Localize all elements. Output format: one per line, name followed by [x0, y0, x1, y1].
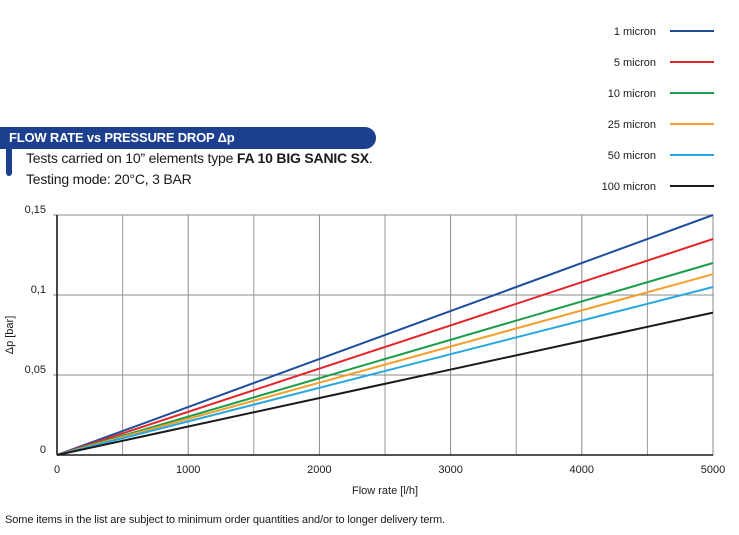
x-tick-label: 2000 — [307, 464, 331, 476]
test-conditions-suffix: . — [368, 150, 373, 166]
test-conditions-prefix: Tests carried on 10” elements type — [26, 150, 237, 166]
footnote: Some items in the list are subject to mi… — [5, 514, 445, 526]
legend-label: 50 micron — [608, 150, 656, 162]
series-line — [56, 238, 714, 456]
legend-label: 5 micron — [614, 57, 656, 69]
x-tick-label: 5000 — [701, 464, 725, 476]
series-line — [56, 214, 714, 456]
series-line — [56, 311, 714, 456]
x-tick-label: 0 — [54, 464, 60, 476]
chart-axes — [56, 215, 713, 456]
element-type: FA 10 BIG SANIC SX — [236, 150, 369, 166]
legend-label: 100 micron — [602, 181, 656, 193]
series-line — [56, 286, 714, 456]
chart-title-bar: FLOW RATE vs PRESSURE DROP Δp — [0, 127, 376, 149]
x-tick-label: 4000 — [570, 464, 594, 476]
y-tick-label: 0 — [40, 444, 46, 456]
series-line — [56, 273, 714, 456]
x-tick-label: 1000 — [176, 464, 200, 476]
x-axis-title: Flow rate [l/h] — [352, 485, 418, 497]
y-tick-label: 0,1 — [31, 284, 46, 296]
pressure-drop-chart: 1 micron 5 micron 10 micron 25 micron 50 mic… — [4, 26, 725, 497]
chart-legend: 1 micron 5 micron 10 micron 25 micron 50 mic… — [602, 26, 714, 193]
chart-axis-labels: 0 1000 2000 3000 4000 5000 0 0,05 0,1 0,15 Flow ra… — [4, 204, 725, 497]
chart-series — [56, 214, 714, 456]
testing-mode-line: Testing mode: 20°C, 3 BAR — [26, 171, 192, 187]
y-tick-label: 0,15 — [25, 204, 46, 216]
chart-grid — [53, 214, 714, 456]
y-tick-label: 0,05 — [25, 364, 46, 376]
y-axis-title: Δp [bar] — [4, 316, 16, 355]
legend-label: 25 micron — [608, 119, 656, 131]
title-accent-bar — [6, 148, 12, 176]
test-conditions-line: Tests carried on 10” elements type FA 10… — [26, 150, 373, 166]
chart-title: FLOW RATE vs PRESSURE DROP Δp — [9, 130, 235, 145]
legend-label: 10 micron — [608, 88, 656, 100]
x-tick-label: 3000 — [438, 464, 462, 476]
series-line — [56, 262, 714, 456]
legend-label: 1 micron — [614, 26, 656, 38]
